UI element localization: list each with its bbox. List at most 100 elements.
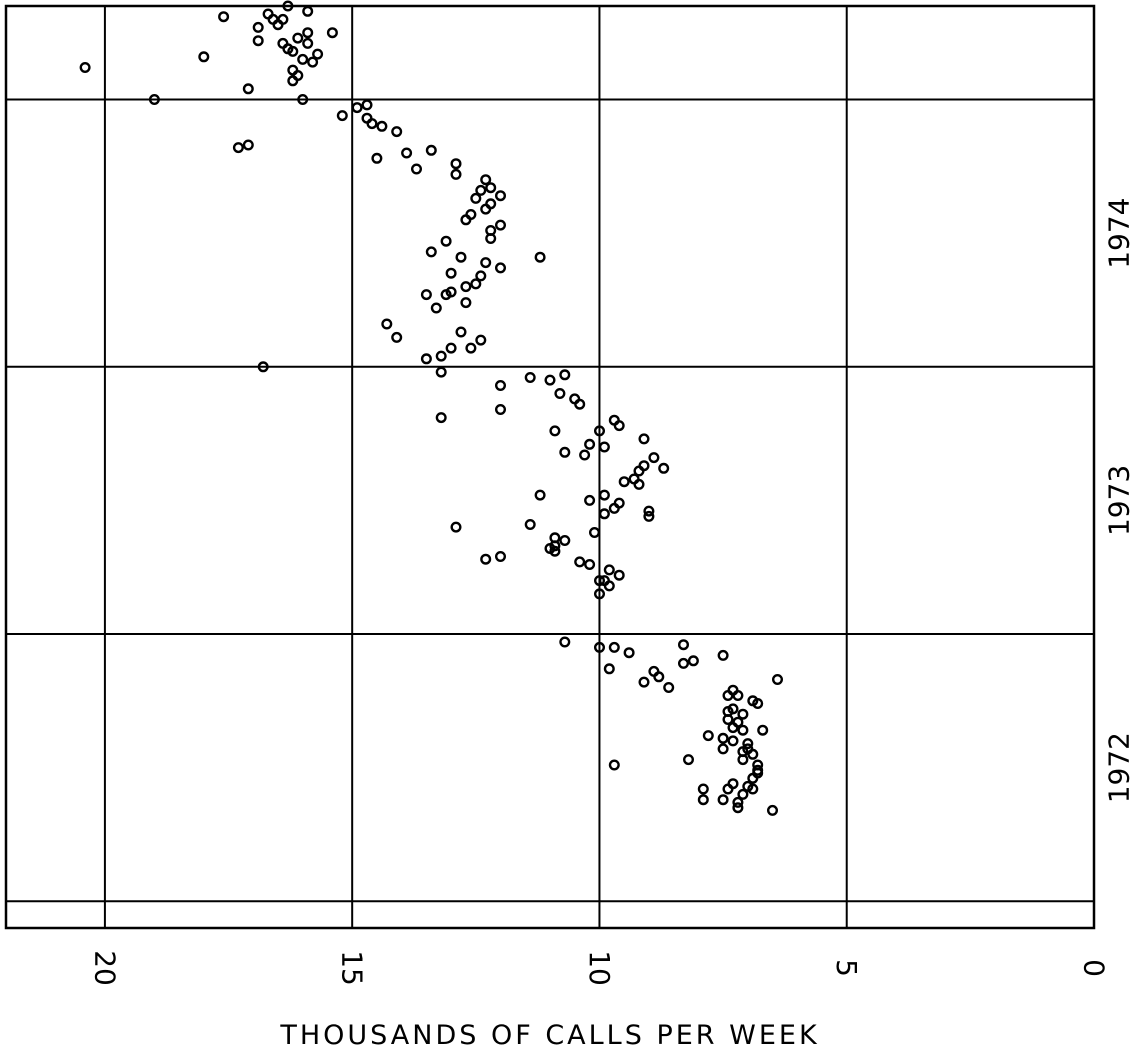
- data-point: [292, 32, 304, 44]
- data-point: [584, 494, 596, 506]
- data-point: [455, 326, 467, 338]
- data-point: [480, 553, 492, 565]
- data-point: [653, 671, 665, 683]
- data-point: [232, 142, 244, 154]
- data-point: [495, 551, 507, 563]
- data-point: [257, 361, 269, 373]
- data-point: [752, 698, 764, 710]
- data-point: [648, 452, 660, 464]
- data-point: [559, 535, 571, 547]
- data-point: [732, 690, 744, 702]
- data-point: [589, 527, 601, 539]
- y-tick-label: 1973: [1103, 465, 1136, 536]
- data-point: [549, 545, 561, 557]
- data-point: [302, 5, 314, 17]
- data-point: [747, 772, 759, 784]
- data-point: [594, 425, 606, 437]
- data-point: [480, 257, 492, 269]
- data-point: [574, 556, 586, 568]
- y-tick-labels: 1972 1973 1974 1975: [1103, 0, 1136, 803]
- data-point: [391, 126, 403, 138]
- data-point: [554, 388, 566, 400]
- grid-lines: [6, 6, 1095, 928]
- data-point: [336, 110, 348, 122]
- data-point: [242, 83, 254, 95]
- data-point: [638, 676, 650, 688]
- data-point: [598, 441, 610, 453]
- data-point: [584, 438, 596, 450]
- data-point: [742, 738, 754, 750]
- data-point: [727, 722, 739, 734]
- data-point: [633, 478, 645, 490]
- data-point: [737, 724, 749, 736]
- data-point: [737, 754, 749, 766]
- data-point: [460, 281, 472, 293]
- data-point: [465, 342, 477, 354]
- data-point: [608, 502, 620, 514]
- data-point: [470, 192, 482, 204]
- data-point: [495, 380, 507, 392]
- data-point: [79, 62, 91, 74]
- data-point: [460, 297, 472, 309]
- x-tick-labels: 20 15 10 5 0: [88, 950, 1110, 986]
- data-point: [678, 657, 690, 669]
- data-point: [495, 404, 507, 416]
- data-point: [425, 246, 437, 258]
- data-point: [623, 647, 635, 659]
- data-point: [727, 735, 739, 747]
- data-point: [524, 519, 536, 531]
- data-point: [480, 203, 492, 215]
- data-point: [678, 639, 690, 651]
- data-point: [584, 559, 596, 571]
- data-point: [361, 99, 373, 111]
- data-point: [480, 174, 492, 186]
- x-tick-label: 5: [830, 959, 863, 977]
- data-point: [252, 35, 264, 47]
- data-point: [495, 219, 507, 231]
- data-point: [307, 56, 319, 68]
- x-axis-label: THOUSANDS OF CALLS PER WEEK: [279, 1020, 819, 1051]
- data-point: [366, 118, 378, 130]
- data-point: [722, 714, 734, 726]
- data-point: [702, 730, 714, 742]
- data-point: [435, 412, 447, 424]
- data-point: [371, 152, 383, 164]
- data-point: [683, 754, 695, 766]
- data-point: [559, 446, 571, 458]
- data-point: [430, 302, 442, 314]
- y-tick-label: 1975: [1103, 0, 1136, 2]
- data-point: [638, 433, 650, 445]
- data-point: [391, 331, 403, 343]
- data-point: [450, 158, 462, 170]
- data-point: [376, 120, 388, 132]
- data-point: [618, 476, 630, 488]
- data-point: [242, 139, 254, 151]
- data-point: [450, 168, 462, 180]
- data-point: [643, 510, 655, 522]
- data-point: [594, 575, 606, 587]
- data-point: [420, 289, 432, 301]
- data-point: [460, 214, 472, 226]
- data-point: [594, 588, 606, 600]
- data-point: [148, 93, 160, 105]
- data-point: [272, 19, 284, 31]
- data-point: [594, 641, 606, 653]
- data-point: [633, 465, 645, 477]
- data-point: [697, 783, 709, 795]
- data-point: [475, 184, 487, 196]
- data-points: [79, 0, 784, 816]
- data-point: [772, 674, 784, 686]
- data-point: [485, 182, 497, 194]
- data-point: [658, 462, 670, 474]
- data-point: [435, 366, 447, 378]
- data-point: [524, 372, 536, 384]
- plot-frame: [4, 4, 1096, 930]
- data-point: [767, 804, 779, 816]
- data-point: [697, 794, 709, 806]
- data-point: [302, 27, 314, 39]
- data-point: [287, 75, 299, 87]
- data-point: [559, 369, 571, 381]
- x-tick-label: 20: [88, 950, 121, 986]
- data-point: [297, 53, 309, 65]
- data-point: [732, 802, 744, 814]
